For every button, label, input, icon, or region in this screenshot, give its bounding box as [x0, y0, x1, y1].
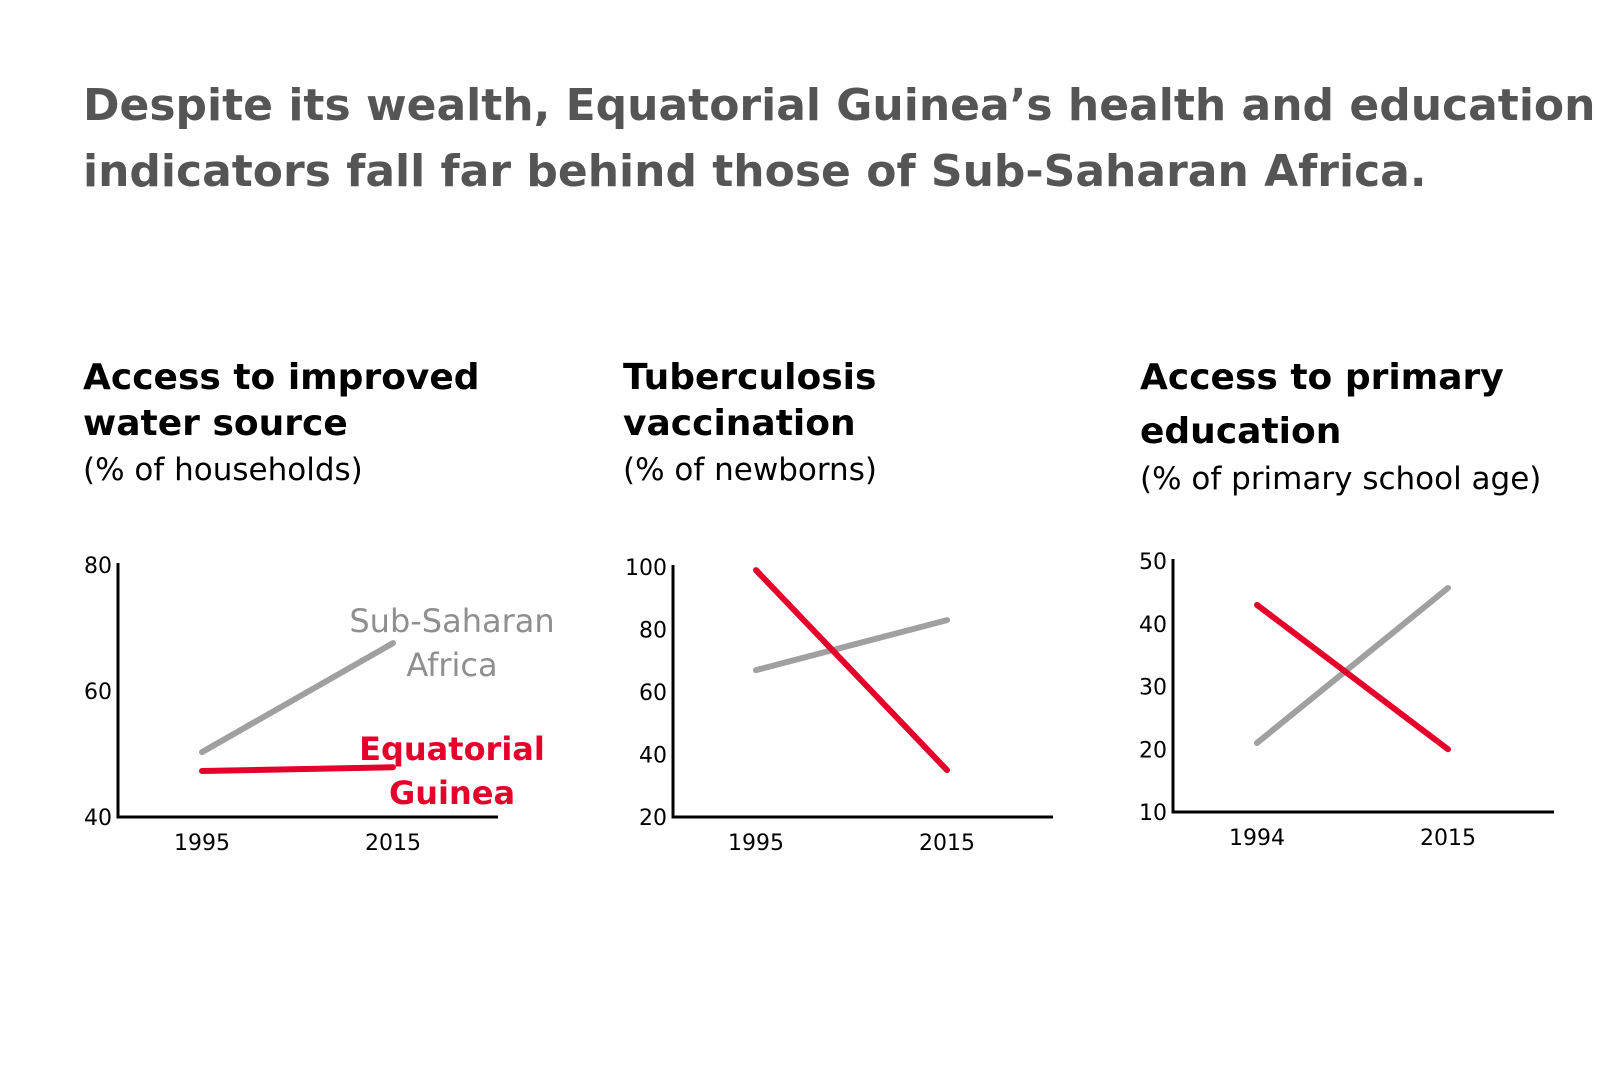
chart-water-source: Access to improved water source (% of ho… [83, 357, 555, 856]
y-tick-label: 40 [84, 806, 112, 831]
y-tick-label: 60 [84, 680, 112, 705]
series-line-sub-saharan-africa [1254, 584, 1451, 746]
chart-title-line-2: vaccination [623, 403, 856, 444]
x-tick-label: 1994 [1229, 826, 1285, 851]
x-tick-label: 2015 [919, 831, 975, 856]
headline-line-2: indicators fall far behind those of Sub-… [83, 146, 1427, 197]
y-tick-label: 20 [1139, 738, 1167, 763]
x-tick-label: 1995 [174, 831, 230, 856]
chart-subtitle: (% of primary school age) [1140, 461, 1541, 497]
y-tick-label: 40 [1139, 613, 1167, 638]
x-tick-label: 2015 [365, 831, 421, 856]
series-label-eq-guinea-line-1: Equatorial [359, 730, 545, 768]
chart-subtitle: (% of households) [83, 452, 363, 488]
chart-title-line-1: Tuberculosis [623, 357, 876, 398]
y-tick-label: 60 [639, 681, 667, 706]
y-tick-label: 40 [639, 744, 667, 769]
chart-title-line-1: Access to primary [1140, 357, 1504, 398]
chart-title-line-1: Access to improved [83, 357, 480, 398]
y-tick-label: 20 [639, 806, 667, 831]
chart-subtitle: (% of newborns) [623, 452, 877, 488]
x-tick-label: 1995 [728, 831, 784, 856]
chart-title-line-2: water source [83, 403, 348, 444]
series-line-sub-saharan-africa [199, 640, 396, 756]
series-line-sub-saharan-africa [753, 617, 950, 674]
series-line-equatorial-guinea [1254, 601, 1451, 753]
series-line-equatorial-guinea [753, 567, 950, 774]
series-label-sub-saharan-line-1: Sub-Saharan [349, 602, 554, 640]
y-tick-label: 80 [639, 619, 667, 644]
y-tick-label: 50 [1139, 550, 1167, 575]
chart-tb-vaccination: Tuberculosis vaccination (% of newborns)… [623, 357, 1053, 856]
series-label-eq-guinea-line-2: Guinea [389, 774, 515, 812]
y-tick-label: 30 [1139, 676, 1167, 701]
chart-title-line-2: education [1140, 411, 1341, 452]
y-tick-label: 10 [1139, 801, 1167, 826]
chart-primary-education: Access to primary education (% of primar… [1139, 357, 1554, 851]
series-label-sub-saharan-line-2: Africa [406, 646, 497, 684]
series-line-equatorial-guinea [199, 764, 396, 775]
headline-line-1: Despite its wealth, Equatorial Guinea’s … [83, 80, 1595, 131]
y-tick-label: 100 [625, 556, 667, 581]
y-tick-label: 80 [84, 554, 112, 579]
x-tick-label: 2015 [1420, 826, 1476, 851]
